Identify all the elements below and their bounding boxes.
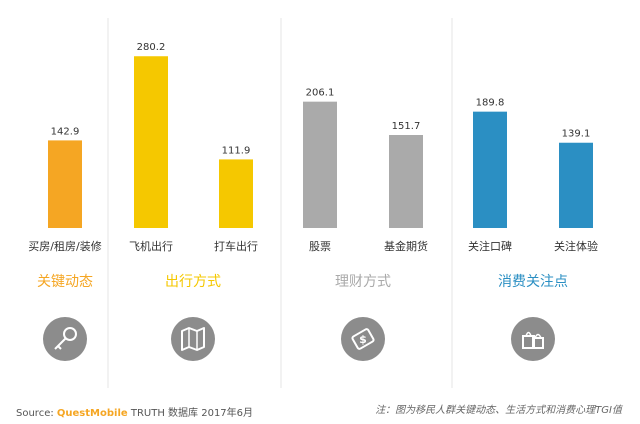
bar [303, 101, 337, 228]
key-icon-tooth [57, 345, 62, 350]
group-icon-circle [341, 317, 385, 361]
category-label: 关注口碑 [468, 239, 512, 253]
source-brand: QuestMobile [56, 408, 128, 419]
money-icon [351, 328, 375, 350]
category-label: 飞机出行 [129, 239, 173, 253]
bar-value-label: 151.7 [392, 121, 421, 132]
bar-value-label: 142.9 [51, 126, 80, 137]
bar [134, 56, 168, 229]
group-icon-circle [171, 317, 215, 361]
source-note: Source: QuestMobile TRUTH 数据库 2017年6月 [16, 404, 253, 419]
group-label: 关键动态 [37, 274, 93, 290]
group-label: 消费关注点 [498, 274, 568, 290]
bar [219, 159, 253, 228]
source-prefix: Source: [16, 408, 54, 419]
bar-value-label: 189.8 [476, 98, 505, 109]
bar [559, 142, 593, 228]
bar-value-label: 139.1 [562, 129, 591, 140]
bar [48, 140, 82, 228]
key-icon [63, 327, 77, 341]
bar [473, 111, 507, 228]
source-suffix: TRUTH 数据库 2017年6月 [130, 408, 254, 419]
bar [389, 135, 423, 228]
map-icon [181, 327, 205, 351]
category-label: 股票 [309, 240, 331, 253]
group-label: 理财方式 [335, 274, 391, 290]
money-icon-symbol: $ [359, 333, 367, 346]
shopping-bag-handle [534, 333, 542, 339]
bar-value-label: 111.9 [222, 145, 251, 156]
shopping-bag-icon-second [532, 337, 544, 349]
category-label: 打车出行 [214, 239, 258, 253]
category-label: 基金期货 [384, 239, 428, 253]
bar-value-label: 280.2 [137, 42, 166, 53]
group-label: 出行方式 [165, 274, 221, 290]
footnote: 注：图为移民人群关键动态、生活方式和消费心理TGI值 [375, 405, 622, 416]
shopping-bag-handle [525, 331, 532, 337]
category-label: 买房/租房/装修 [28, 239, 101, 253]
bar-value-label: 206.1 [306, 88, 335, 99]
category-label: 关注体验 [554, 239, 598, 253]
key-icon-shaft [54, 337, 67, 350]
